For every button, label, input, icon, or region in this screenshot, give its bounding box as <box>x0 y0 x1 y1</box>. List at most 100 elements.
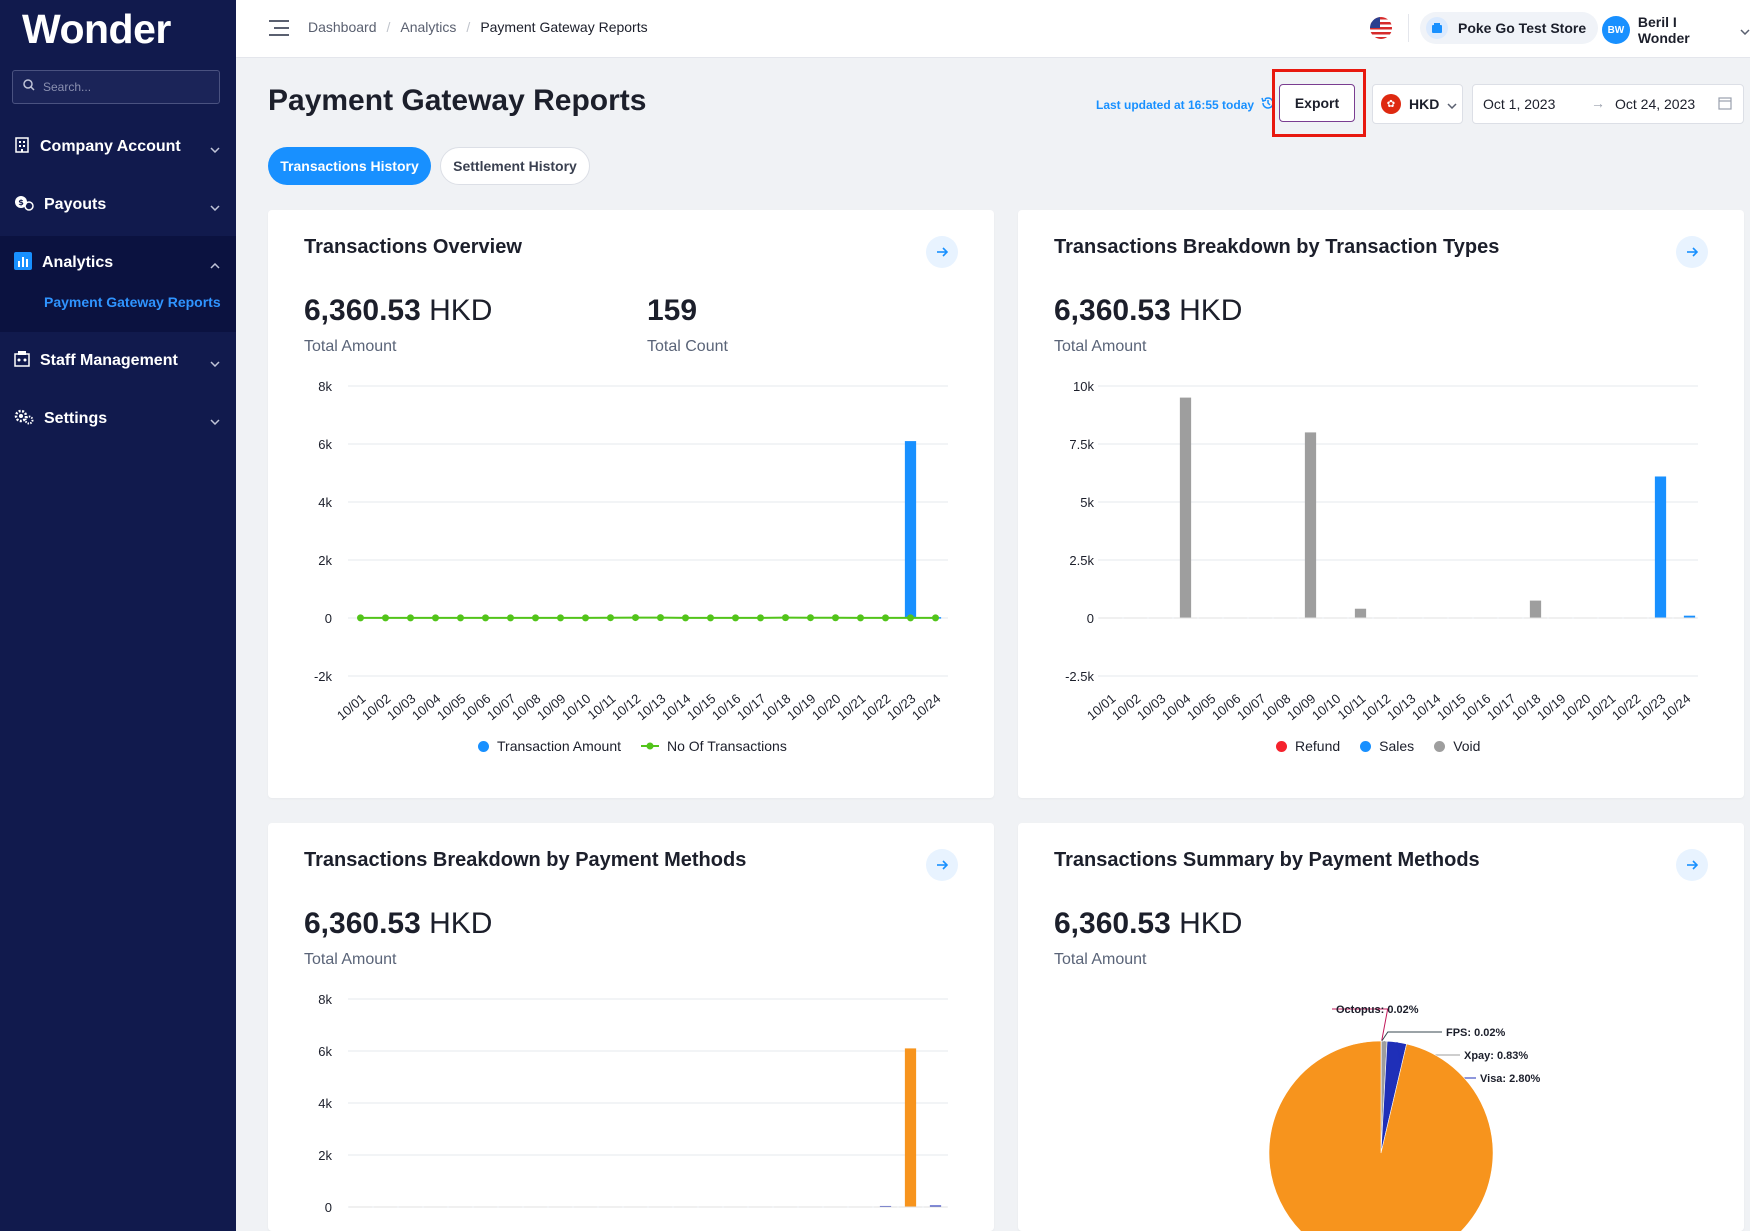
series-point <box>557 614 564 622</box>
export-highlight-box <box>1272 69 1366 137</box>
tab-transactions-history[interactable]: Transactions History <box>268 147 431 185</box>
pie-label: Visa: 2.80% <box>1480 1073 1541 1085</box>
total-amount-label: Total Amount <box>1054 338 1147 355</box>
series-point <box>482 614 489 622</box>
series-point <box>532 614 539 622</box>
total-amount-currency: HKD <box>429 294 493 327</box>
arrow-right-icon: → <box>1591 95 1605 111</box>
sidebar-item-staff-management[interactable]: Staff Management <box>0 332 236 390</box>
legend-label: Refund <box>1295 738 1341 754</box>
y-tick-label: 2k <box>318 553 332 568</box>
bar-transaction-amount <box>904 441 917 618</box>
y-tick-label: 10k <box>1073 379 1094 394</box>
total-amount-value: 6,360.53 <box>1054 907 1171 940</box>
total-amount: 6,360.53 HKD <box>1054 294 1242 328</box>
arrow-right-icon[interactable] <box>926 849 958 881</box>
coins-icon: $ <box>14 195 34 216</box>
legend-label: Void <box>1453 738 1481 754</box>
chevron-down-icon <box>210 140 220 158</box>
by-type-chart: 10k7.5k5k2.5k0-2.5k10/0110/0210/0310/041… <box>1065 379 1698 723</box>
legend-dot <box>1360 740 1372 752</box>
legend-item[interactable]: Transaction Amount <box>478 738 621 754</box>
total-amount-label: Total Amount <box>304 338 397 355</box>
series-point <box>807 614 814 622</box>
sidebar-item-analytics[interactable]: Analytics <box>0 234 236 292</box>
sidebar-item-label: Analytics <box>42 254 114 271</box>
arrow-right-icon[interactable] <box>1676 236 1708 268</box>
search-input[interactable] <box>43 80 213 94</box>
tab-settlement-history[interactable]: Settlement History <box>440 147 590 185</box>
y-tick-label: 4k <box>318 495 332 510</box>
series-point <box>782 614 789 622</box>
calendar-icon[interactable] <box>1718 96 1732 113</box>
search-icon <box>23 78 35 96</box>
breadcrumb-separator: / <box>386 19 391 35</box>
currency-selector[interactable]: ✿ HKD <box>1372 84 1463 124</box>
legend-item[interactable]: No Of Transactions <box>641 738 787 754</box>
total-count-label: Total Count <box>647 338 728 355</box>
search-box[interactable] <box>12 70 220 104</box>
sidebar-item-label: Company Account <box>40 138 181 155</box>
total-amount-label: Total Amount <box>1054 951 1147 968</box>
sidebar-subitem-payment-gateway-reports[interactable]: Payment Gateway Reports <box>44 294 221 310</box>
bar-void <box>1529 600 1542 618</box>
date-end[interactable]: Oct 24, 2023 <box>1615 96 1696 112</box>
pie-label: Octopus: 0.02% <box>1336 1004 1419 1016</box>
legend-dot <box>478 740 489 752</box>
svg-text:$: $ <box>18 198 24 207</box>
arrow-right-icon[interactable] <box>1676 849 1708 881</box>
user-menu[interactable]: BW Beril I Wonder <box>1602 14 1750 46</box>
legend-item[interactable]: Refund <box>1276 738 1340 754</box>
analytics-section-bg <box>0 236 236 332</box>
summary-pie-chart: Octopus: 0.02% FPS: 0.02% Xpay: 0.83% Visa:… <box>1268 1004 1541 1231</box>
y-tick-label: 2.5k <box>1069 553 1094 568</box>
x-tick-label: 10/24 <box>1659 691 1694 723</box>
breadcrumb-current: Payment Gateway Reports <box>480 19 648 35</box>
y-tick-label: 8k <box>318 992 332 1007</box>
chevron-down-icon <box>1447 96 1457 112</box>
x-tick-label: 10/24 <box>909 691 944 723</box>
pie-slice <box>1268 1040 1494 1231</box>
us-flag-icon[interactable] <box>1370 17 1392 39</box>
date-range-picker: Oct 1, 2023 → Oct 24, 2023 <box>1472 84 1744 124</box>
arrow-right-icon[interactable] <box>926 236 958 268</box>
legend-item[interactable]: Void <box>1434 738 1480 754</box>
series-point <box>632 614 639 622</box>
gears-icon <box>14 409 34 430</box>
legend-label: Sales <box>1379 738 1415 754</box>
wonder-logo[interactable]: Wonder <box>22 6 171 52</box>
series-point <box>832 614 839 622</box>
chevron-down-icon <box>210 198 220 216</box>
page-title: Payment Gateway Reports <box>268 84 647 117</box>
sidebar-item-payouts[interactable]: $ Payouts <box>0 176 236 234</box>
y-tick-label: 0 <box>325 611 332 626</box>
legend-label: Transaction Amount <box>497 738 621 754</box>
menu-toggle-icon[interactable] <box>268 19 290 42</box>
pie-label-line <box>1332 1008 1389 1042</box>
store-selector[interactable]: Poke Go Test Store <box>1420 12 1599 44</box>
sidebar-item-label: Settings <box>44 410 108 427</box>
chevron-up-icon <box>210 256 220 274</box>
total-amount: 6,360.53 HKD <box>1054 907 1242 941</box>
total-amount-value: 6,360.53 <box>304 294 421 327</box>
export-button[interactable]: Export <box>1279 84 1355 122</box>
y-tick-label: 7.5k <box>1069 437 1094 452</box>
chevron-down-icon <box>210 412 220 430</box>
y-tick-label: 4k <box>318 1096 332 1111</box>
y-tick-label: 2k <box>318 1148 332 1163</box>
sidebar-item-company-account[interactable]: Company Account <box>0 118 236 176</box>
total-amount-currency: HKD <box>429 907 493 940</box>
breadcrumb-dashboard[interactable]: Dashboard <box>308 19 377 35</box>
bar-chart-icon <box>14 251 32 275</box>
date-start[interactable]: Oct 1, 2023 <box>1483 96 1556 112</box>
card-title: Transactions Summary by Payment Methods <box>1054 849 1480 871</box>
last-updated[interactable]: Last updated at 16:55 today <box>1096 95 1276 114</box>
legend-item[interactable]: Sales <box>1360 738 1414 754</box>
breadcrumb-analytics[interactable]: Analytics <box>400 19 457 35</box>
overview-legend: Transaction Amount No Of Transactions <box>478 738 787 754</box>
sidebar-item-settings[interactable]: Settings <box>0 390 236 448</box>
total-amount-currency: HKD <box>1179 294 1243 327</box>
bar-navy <box>929 1205 942 1207</box>
staff-icon <box>14 350 30 372</box>
currency-value: HKD <box>1409 96 1440 112</box>
